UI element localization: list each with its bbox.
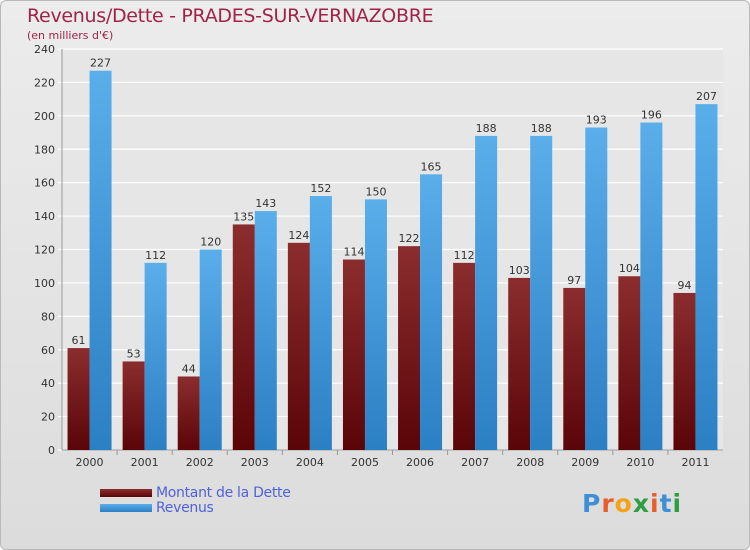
logo-letter: t bbox=[659, 489, 673, 518]
x-tick-label: 2003 bbox=[241, 456, 269, 469]
bar-revenus bbox=[420, 174, 443, 450]
data-label-revenus: 120 bbox=[200, 236, 221, 249]
legend-label-dette: Montant de la Dette bbox=[156, 485, 291, 501]
bar-dette bbox=[673, 292, 696, 450]
x-tick-label: 2002 bbox=[186, 456, 214, 469]
data-label-dette: 122 bbox=[399, 232, 420, 245]
bar-revenus bbox=[309, 196, 332, 450]
bar-revenus bbox=[475, 135, 498, 450]
y-tick-label: 80 bbox=[41, 310, 55, 323]
bar-dette bbox=[453, 262, 476, 450]
data-label-revenus: 150 bbox=[365, 185, 386, 198]
data-label-revenus: 188 bbox=[476, 122, 497, 135]
data-label-dette: 104 bbox=[619, 262, 640, 275]
data-label-revenus: 143 bbox=[255, 197, 276, 210]
bar-revenus bbox=[640, 122, 663, 451]
bar-dette bbox=[508, 277, 531, 450]
x-tick-label: 2001 bbox=[131, 456, 159, 469]
x-tick-label: 2010 bbox=[626, 456, 654, 469]
y-tick-label: 240 bbox=[34, 43, 55, 56]
y-tick-label: 140 bbox=[34, 210, 55, 223]
bar-dette bbox=[67, 348, 90, 450]
data-label-revenus: 152 bbox=[310, 182, 331, 195]
data-label-revenus: 188 bbox=[531, 122, 552, 135]
chart-title: Revenus/Dette - PRADES-SUR-VERNAZOBRE bbox=[27, 5, 434, 27]
data-label-dette: 124 bbox=[288, 229, 309, 242]
chart-subtitle: (en milliers d'€) bbox=[27, 29, 114, 42]
y-tick-label: 40 bbox=[41, 377, 55, 390]
logo-letter: i bbox=[672, 489, 683, 518]
y-tick-label: 20 bbox=[41, 411, 55, 424]
y-tick-label: 60 bbox=[41, 344, 55, 357]
data-label-dette: 94 bbox=[677, 279, 691, 292]
bar-revenus bbox=[199, 249, 222, 450]
x-tick-label: 2008 bbox=[516, 456, 544, 469]
y-tick-label: 160 bbox=[34, 177, 55, 190]
bar-revenus bbox=[254, 211, 277, 450]
legend-label-revenus: Revenus bbox=[156, 500, 214, 516]
data-label-dette: 135 bbox=[233, 210, 254, 223]
data-label-dette: 61 bbox=[72, 334, 86, 347]
bar-dette bbox=[287, 242, 310, 450]
data-label-revenus: 227 bbox=[90, 57, 111, 70]
bar-dette bbox=[398, 246, 421, 450]
x-tick-label: 2004 bbox=[296, 456, 324, 469]
y-tick-label: 200 bbox=[34, 110, 55, 123]
data-label-revenus: 165 bbox=[421, 160, 442, 173]
x-tick-label: 2007 bbox=[461, 456, 489, 469]
logo-letter: r bbox=[601, 489, 615, 518]
data-label-revenus: 207 bbox=[696, 90, 717, 103]
data-label-revenus: 196 bbox=[641, 109, 662, 122]
logo-letter: o bbox=[614, 489, 633, 518]
bar-revenus bbox=[89, 70, 112, 451]
data-label-dette: 44 bbox=[182, 362, 196, 375]
data-label-revenus: 112 bbox=[145, 249, 166, 262]
bar-dette bbox=[342, 259, 365, 450]
data-label-dette: 103 bbox=[509, 264, 530, 277]
x-tick-label: 2009 bbox=[571, 456, 599, 469]
bar-revenus bbox=[530, 135, 553, 450]
bar-dette bbox=[122, 361, 145, 450]
bar-dette bbox=[563, 287, 586, 450]
x-tick-label: 2000 bbox=[76, 456, 104, 469]
bar-revenus bbox=[364, 199, 387, 450]
logo-letter: P bbox=[582, 489, 602, 518]
logo-letter: x bbox=[632, 489, 650, 518]
data-label-dette: 114 bbox=[343, 246, 364, 259]
bar-dette bbox=[177, 376, 200, 450]
bar-revenus bbox=[695, 104, 718, 450]
x-tick-label: 2005 bbox=[351, 456, 379, 469]
data-label-dette: 53 bbox=[127, 347, 141, 360]
y-tick-label: 120 bbox=[34, 244, 55, 257]
data-label-dette: 112 bbox=[454, 249, 475, 262]
legend-swatch-dette bbox=[100, 489, 152, 497]
y-tick-label: 180 bbox=[34, 143, 55, 156]
bar-dette bbox=[232, 224, 255, 450]
data-label-revenus: 193 bbox=[586, 114, 607, 127]
y-tick-label: 0 bbox=[48, 444, 55, 457]
y-tick-label: 100 bbox=[34, 277, 55, 290]
bar-dette bbox=[618, 276, 641, 450]
proxiti-logo: Proxiti bbox=[582, 489, 682, 518]
logo-letter: i bbox=[650, 489, 660, 518]
bar-revenus bbox=[585, 127, 608, 450]
x-tick-label: 2011 bbox=[681, 456, 709, 469]
data-label-dette: 97 bbox=[567, 274, 581, 287]
y-tick-label: 220 bbox=[34, 76, 55, 89]
bar-revenus bbox=[144, 262, 167, 450]
legend-swatch-revenus bbox=[100, 504, 152, 512]
x-tick-label: 2006 bbox=[406, 456, 434, 469]
